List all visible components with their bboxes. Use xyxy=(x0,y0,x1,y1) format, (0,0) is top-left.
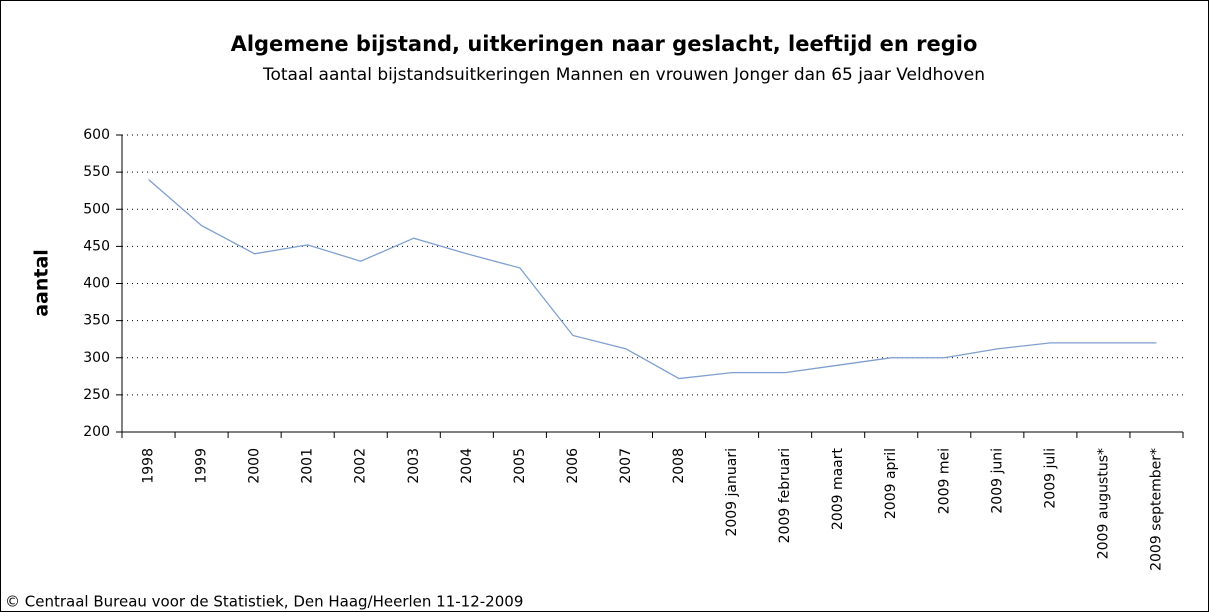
x-tick-label: 2008 xyxy=(671,448,687,484)
x-tick-label: 2009 februari xyxy=(777,448,793,543)
x-tick-label: 2004 xyxy=(459,448,475,484)
y-tick-label: 400 xyxy=(83,276,110,292)
y-tick-label: 250 xyxy=(83,387,110,403)
footer: © Centraal Bureau voor de Statistiek, De… xyxy=(5,593,523,611)
x-tick-label: 2009 juni xyxy=(989,448,1005,514)
x-tick-label: 1998 xyxy=(141,448,157,484)
x-tick-label: 2009 januari xyxy=(724,448,740,537)
x-tick-label: 2003 xyxy=(406,448,422,484)
x-tick-label: 2007 xyxy=(618,448,634,484)
x-tick-label: 2009 juli xyxy=(1042,448,1058,509)
x-tick-label: 2009 augustus* xyxy=(1095,448,1111,559)
chart-title: Algemene bijstand, uitkeringen naar gesl… xyxy=(231,32,978,56)
x-tick-label: 2009 april xyxy=(883,448,899,519)
x-tick-label: 2005 xyxy=(512,448,528,484)
data-line xyxy=(148,179,1157,380)
y-tick-label: 200 xyxy=(83,424,110,440)
x-tick-label: 1999 xyxy=(194,448,210,484)
x-tick-label: 2006 xyxy=(565,448,581,484)
y-tick-label: 600 xyxy=(83,127,110,143)
y-tick-label: 550 xyxy=(83,164,110,180)
x-tick-label: 2009 maart xyxy=(830,447,846,530)
x-tick-label: 2009 mei xyxy=(936,448,952,514)
y-tick-label: 350 xyxy=(83,313,110,329)
y-tick-label: 300 xyxy=(83,350,110,366)
x-tick-label: 2009 september* xyxy=(1148,448,1164,571)
x-tick-label: 2002 xyxy=(353,448,369,484)
chart-subtitle: Totaal aantal bijstandsuitkeringen Manne… xyxy=(262,65,985,85)
y-tick-label: 500 xyxy=(83,201,110,217)
y-axis-label: aantal xyxy=(31,249,53,317)
x-tick-label: 2001 xyxy=(300,448,316,484)
y-tick-label: 450 xyxy=(83,238,110,254)
x-tick-label: 2000 xyxy=(247,448,263,484)
